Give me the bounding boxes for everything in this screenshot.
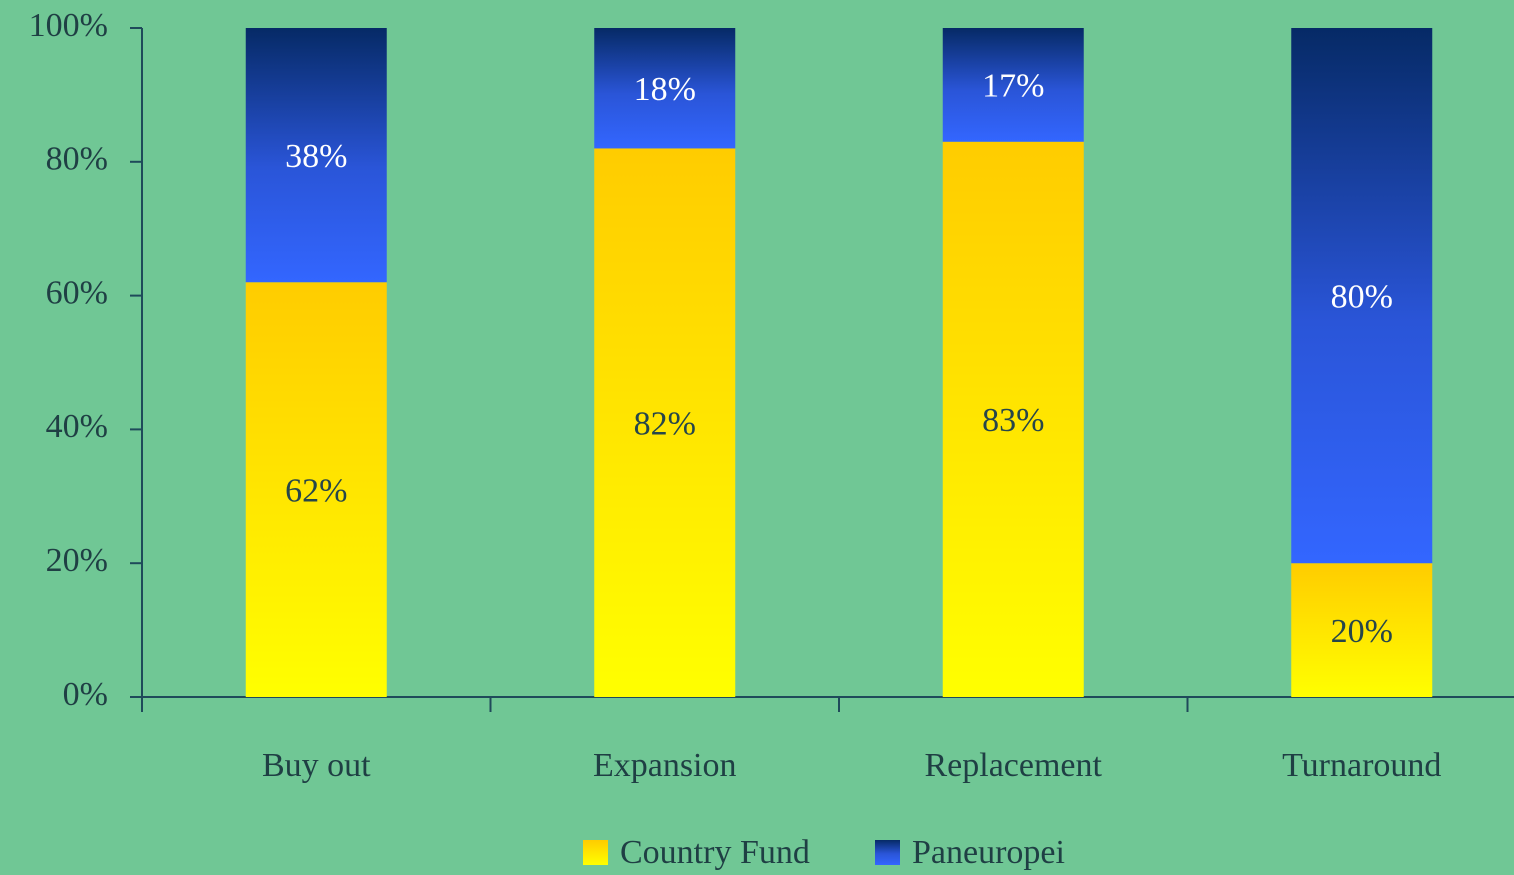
y-tick-label: 100% — [29, 7, 108, 44]
bar-segment — [245, 28, 387, 283]
legend-swatch — [875, 840, 900, 865]
x-tick-label: Turnaround — [1282, 747, 1441, 784]
bar-segment — [594, 28, 736, 149]
y-tick-label: 20% — [46, 542, 108, 579]
bar-segment — [1291, 563, 1433, 697]
x-tick-label: Replacement — [925, 747, 1103, 784]
legend-label: Paneuropei — [912, 834, 1065, 871]
data-label: 80% — [1331, 278, 1393, 315]
data-label: 17% — [982, 68, 1044, 105]
y-tick-label: 40% — [46, 408, 108, 445]
bar-segment — [942, 141, 1084, 698]
y-tick-label: 0% — [63, 676, 108, 713]
bar-segment — [942, 28, 1084, 142]
data-label: 38% — [285, 138, 347, 175]
bar-segment — [594, 148, 736, 698]
y-tick-label: 80% — [46, 141, 108, 178]
y-tick-label: 60% — [46, 274, 108, 311]
x-tick-label: Expansion — [593, 747, 737, 784]
legend-swatch — [583, 840, 608, 865]
bar-segment — [245, 282, 387, 697]
data-label: 62% — [285, 472, 347, 509]
data-label: 83% — [982, 402, 1044, 439]
x-tick-label: Buy out — [262, 747, 371, 784]
data-label: 82% — [634, 406, 696, 443]
legend-label: Country Fund — [620, 834, 810, 871]
bar-segment — [1291, 28, 1433, 564]
data-label: 20% — [1331, 613, 1393, 650]
data-label: 18% — [634, 71, 696, 108]
